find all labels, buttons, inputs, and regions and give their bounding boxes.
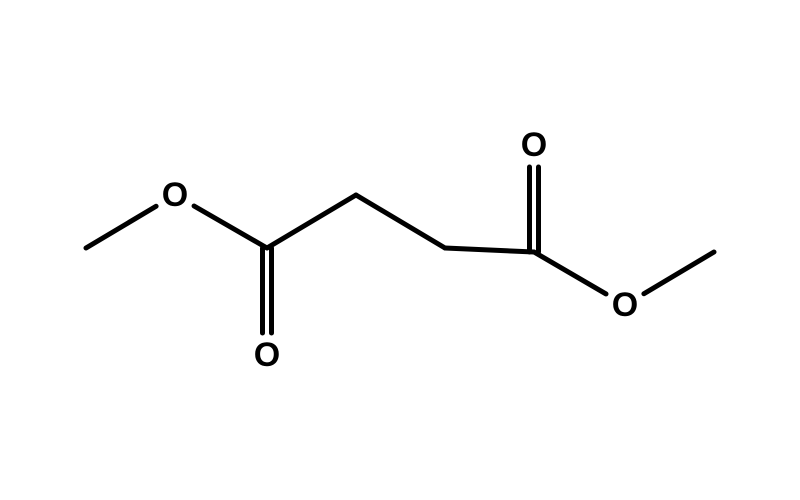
bond (194, 206, 267, 248)
bond (356, 195, 445, 248)
atom-label-oxygen: O (162, 176, 188, 214)
atom-label-oxygen: O (521, 126, 547, 164)
bond (644, 252, 714, 294)
bond (267, 195, 356, 248)
atom-label-oxygen: O (254, 336, 280, 374)
molecule-structure: O O O O (0, 0, 800, 500)
bond (534, 252, 606, 294)
bond (445, 248, 534, 252)
atom-label-oxygen: O (612, 286, 638, 324)
bond (86, 206, 156, 248)
